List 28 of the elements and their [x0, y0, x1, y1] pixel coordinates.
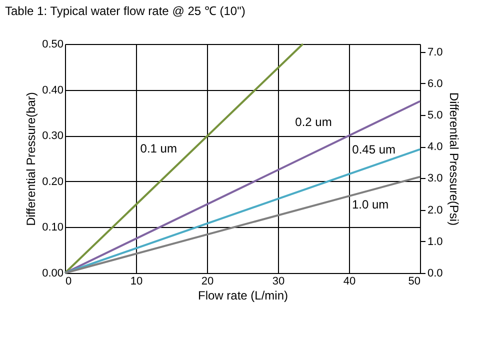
x-axis-title: Flow rate (L/min)	[198, 288, 288, 302]
x-tick-label: 0	[66, 276, 72, 288]
y-tick-label: 0.00	[42, 268, 64, 280]
x-tick-label: 50	[408, 276, 420, 288]
series-label: 0.1 um	[140, 142, 177, 156]
y-tick-label: 0.50	[42, 38, 64, 50]
series-label: 0.45 um	[352, 142, 396, 156]
y-tick-label: 0.40	[42, 84, 64, 96]
y-tick-label: 0.10	[42, 222, 64, 234]
x-tick-label: 10	[130, 276, 143, 288]
y2-tick-label: 3.0	[428, 172, 443, 185]
series-label: 0.2 um	[295, 114, 332, 129]
y-tick-label: 0.20	[42, 176, 64, 188]
series-label: 1.0 um	[352, 197, 389, 212]
y2-tick-label: 6.0	[428, 78, 443, 90]
y2-tick-label: 4.0	[428, 141, 443, 154]
y2-tick-label: 5.0	[428, 110, 443, 122]
y2-tick-label: 7.0	[428, 46, 443, 58]
y2-axis-title: Differential Pressure(Psi)	[446, 92, 461, 226]
chart-title: Table 1: Typical water flow rate @ 25 ℃ (10")	[5, 4, 246, 18]
y2-tick-label: 0.0	[428, 268, 443, 280]
x-tick-label: 20	[201, 276, 214, 288]
y-axis-title: Differential Pressure(bar)	[24, 92, 38, 226]
x-tick-label: 40	[343, 276, 356, 288]
y-tick-label: 0.30	[42, 130, 64, 142]
x-tick-label: 30	[272, 276, 285, 288]
y2-tick-label: 2.0	[428, 204, 443, 216]
y2-tick-label: 1.0	[428, 236, 443, 248]
